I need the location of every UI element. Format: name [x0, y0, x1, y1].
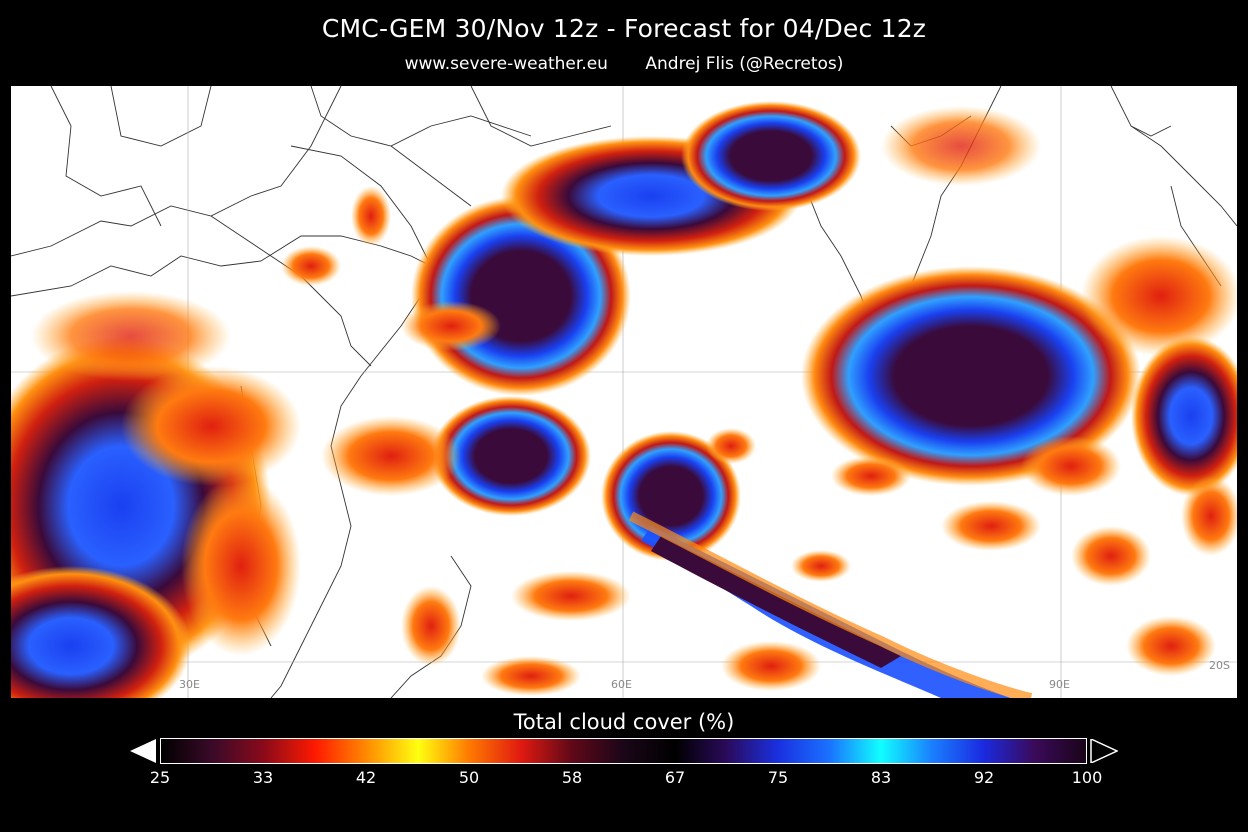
colorbar-tick-label: 33	[252, 768, 274, 787]
colorbar-tick-label: 67	[664, 768, 686, 787]
map-canvas: 30E 60E 90E 20S	[11, 86, 1237, 698]
colorbar-tick-label: 58	[561, 768, 583, 787]
colorbar-tick-label: 100	[1071, 768, 1103, 787]
colorbar-title: Total cloud cover (%)	[513, 710, 735, 734]
author-credit: Andrej Flis (@Recretos)	[645, 54, 844, 74]
grid-label-20s: 20S	[1209, 659, 1230, 672]
cloud-cover-field	[11, 101, 1237, 698]
colorbar-tick-label: 42	[355, 768, 377, 787]
colorbar-left-arrow	[130, 739, 156, 763]
grid-label-90e: 90E	[1049, 678, 1070, 691]
website-credit: www.severe-weather.eu	[404, 54, 608, 74]
colorbar-tick-label: 25	[149, 768, 171, 787]
forecast-map: 30E 60E 90E 20S	[11, 86, 1237, 698]
colorbar-right-arrow	[1090, 739, 1118, 763]
colorbar-tick-label: 50	[458, 768, 480, 787]
grid-label-30e: 30E	[179, 678, 200, 691]
credits-line: www.severe-weather.eu Andrej Flis (@Recr…	[0, 54, 1248, 74]
colorbar-gradient	[160, 738, 1087, 764]
colorbar-tick-label: 92	[973, 768, 995, 787]
chart-title: CMC-GEM 30/Nov 12z - Forecast for 04/Dec…	[321, 14, 927, 43]
colorbar-tick-label: 83	[870, 768, 892, 787]
colorbar-tick-label: 75	[767, 768, 789, 787]
grid-label-60e: 60E	[611, 678, 632, 691]
